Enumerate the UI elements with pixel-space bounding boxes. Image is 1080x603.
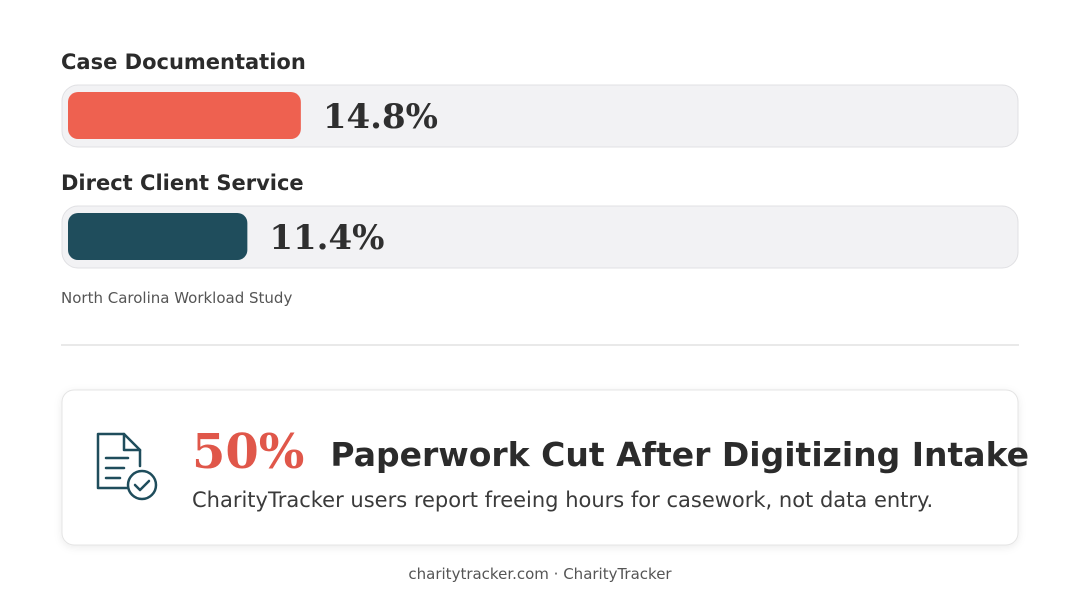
bar-track: [61, 84, 1019, 148]
bar-label: Case Documentation: [61, 50, 306, 74]
bar-label: Direct Client Service: [61, 171, 304, 195]
callout-title: Paperwork Cut After Digitizing Intake: [330, 435, 1029, 474]
bar-track: [61, 205, 1019, 269]
source: North Carolina Workload Study: [61, 289, 292, 307]
callout-stat: 50%: [192, 424, 304, 480]
callout-card: [61, 389, 1019, 546]
value-label: 14.8%: [323, 97, 438, 137]
bar: [68, 92, 301, 139]
footer: charitytracker.com · CharityTracker: [408, 565, 672, 583]
bar: [68, 213, 248, 260]
callout-text: CharityTracker users report freeing hour…: [192, 488, 933, 512]
document-icon: [96, 432, 158, 501]
value-label: 11.4%: [269, 218, 384, 258]
